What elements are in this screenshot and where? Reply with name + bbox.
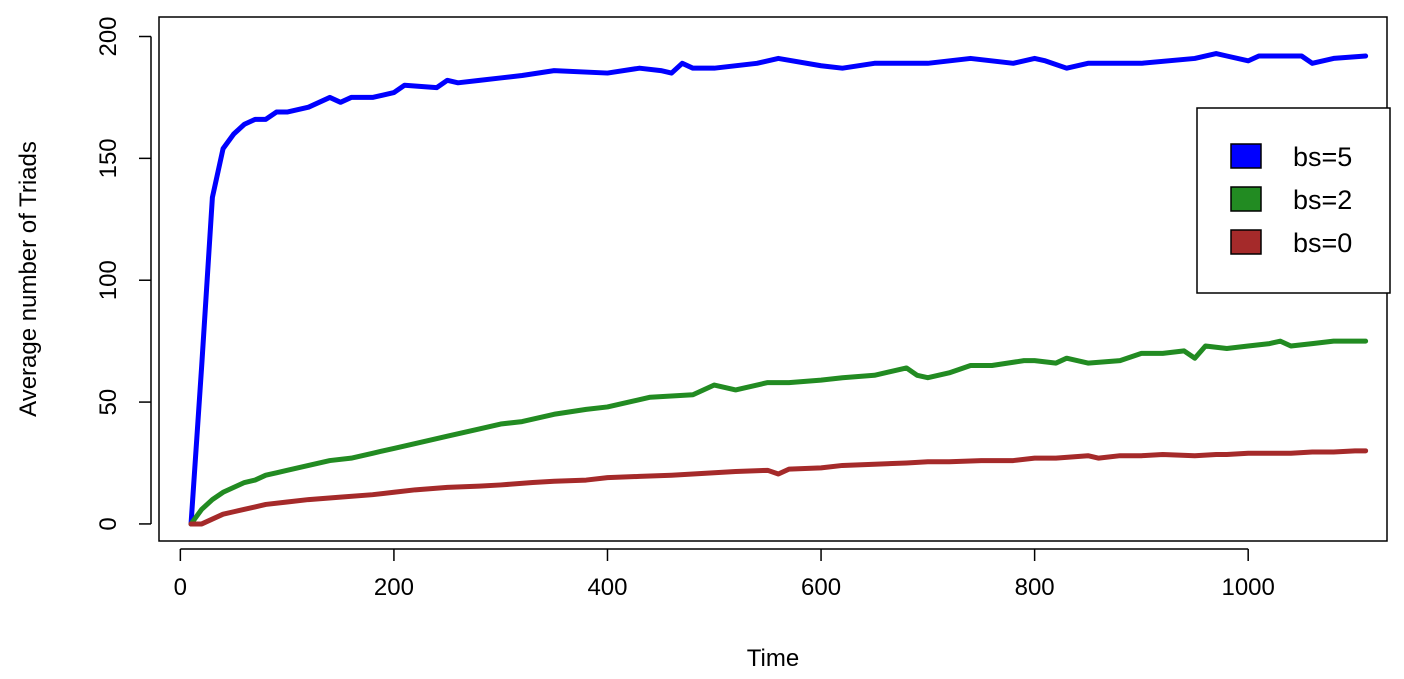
x-tick-label: 1000 (1221, 574, 1274, 601)
legend: bs=5 bs=2 bs=0 (1196, 107, 1391, 294)
series-line-bs-5 (188, 51, 1369, 527)
x-axis: 0 200 400 600 800 1000 (174, 548, 1275, 601)
legend-label: bs=2 (1293, 185, 1352, 215)
legend-label: bs=0 (1293, 228, 1352, 258)
y-tick-label: 200 (95, 16, 122, 56)
y-tick-label: 50 (95, 389, 122, 416)
y-axis-label: Average number of Triads (15, 141, 42, 417)
x-tick-label: 0 (174, 574, 187, 601)
x-tick-label: 600 (801, 574, 841, 601)
series-line-bs-0 (188, 448, 1369, 527)
x-tick-label: 400 (587, 574, 627, 601)
y-tick-label: 150 (95, 138, 122, 178)
series-layer (188, 51, 1369, 527)
legend-box (1196, 107, 1391, 294)
x-tick-label: 200 (374, 574, 414, 601)
y-tick-label: 100 (95, 260, 122, 300)
y-axis: 0 50 100 150 200 (95, 16, 152, 531)
x-tick-label: 800 (1015, 574, 1055, 601)
y-tick-label: 0 (95, 517, 122, 530)
series-line-bs-2 (188, 338, 1369, 527)
legend-label: bs=5 (1293, 142, 1352, 172)
legend-swatch (1230, 143, 1262, 169)
x-axis-label: Time (747, 645, 799, 672)
legend-swatch (1230, 229, 1262, 255)
legend-swatch (1230, 186, 1262, 212)
